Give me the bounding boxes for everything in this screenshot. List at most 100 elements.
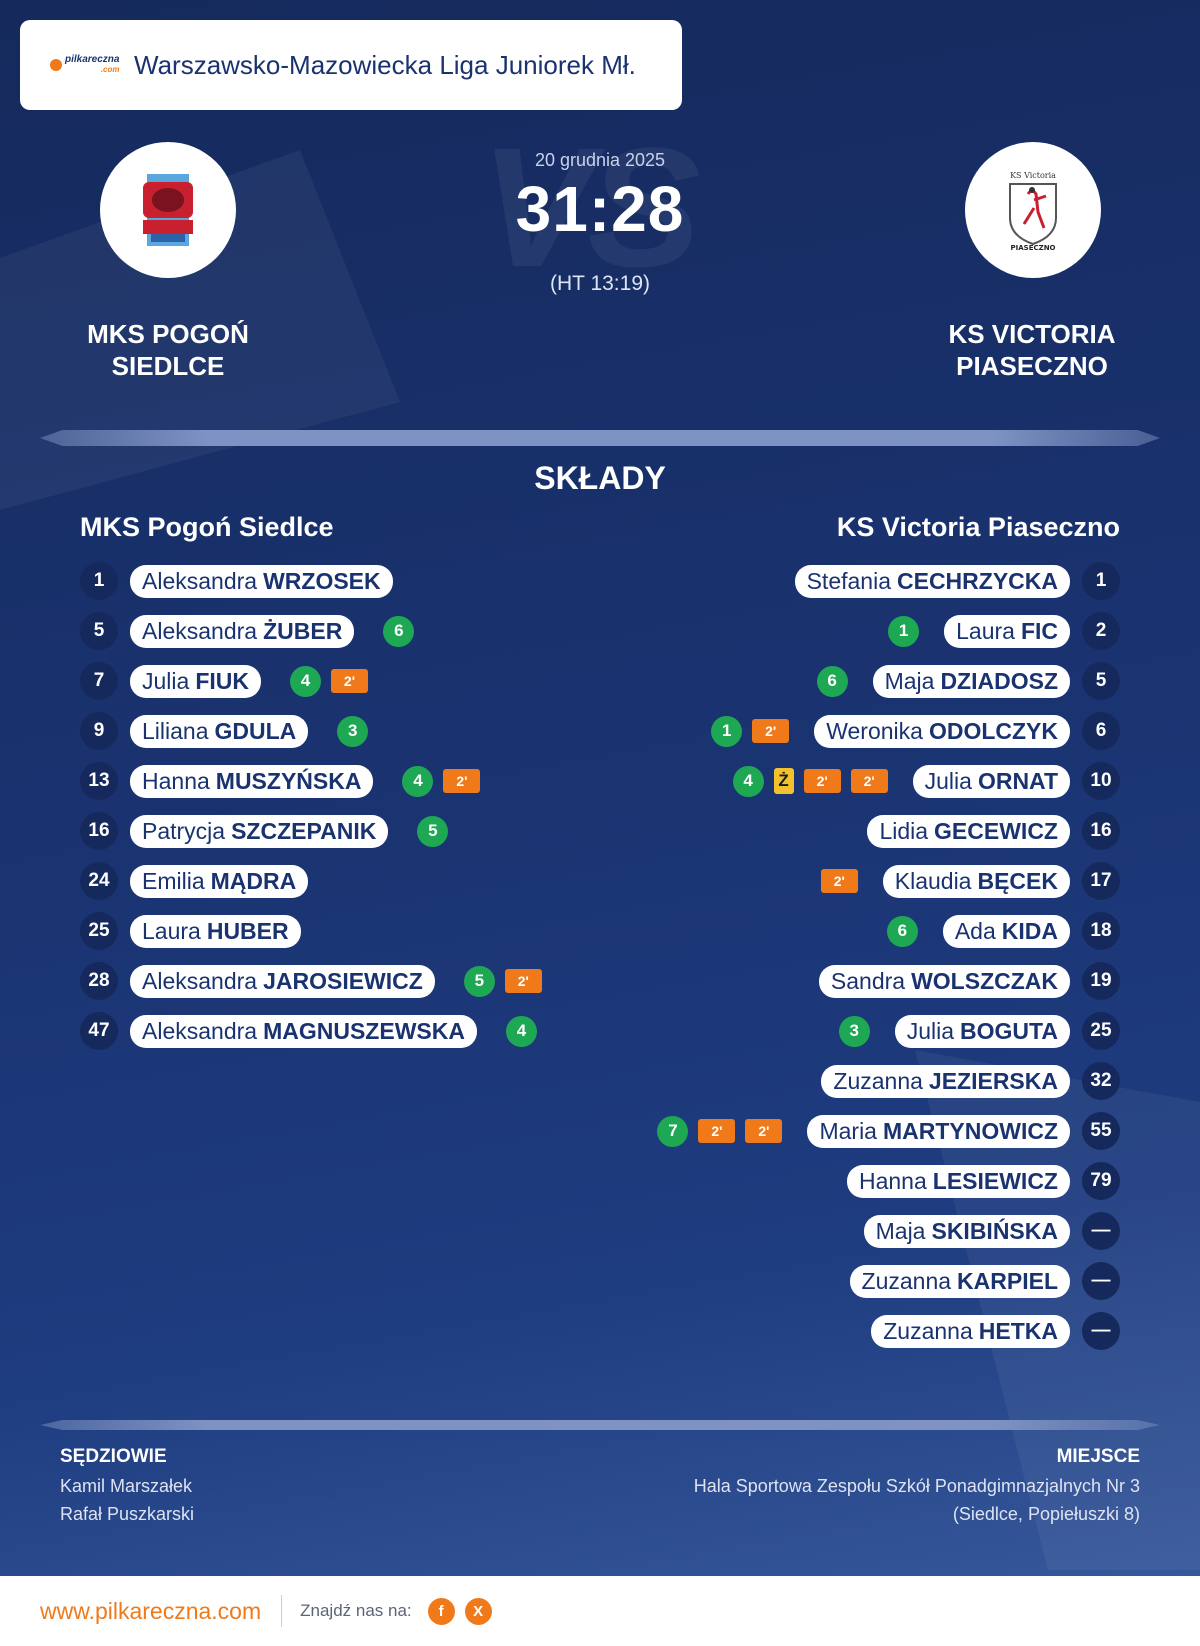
goals-badge: 5 <box>417 815 449 847</box>
player-row: Hanna LESIEWICZ 79 <box>652 1156 1120 1206</box>
player-number: 24 <box>80 862 118 900</box>
player-last-name: FIC <box>1020 617 1058 644</box>
player-name[interactable]: Hanna MUSZYŃSKA <box>130 764 374 798</box>
player-last-name: MĄDRA <box>210 867 297 894</box>
player-first-name: Sandra <box>830 967 906 994</box>
goals-badge: 6 <box>886 915 918 947</box>
player-last-name: KARPIEL <box>957 1267 1058 1294</box>
player-events: 1 2' <box>706 715 794 747</box>
player-row: 4 Ż 2' 2' Julia ORNAT 10 <box>652 756 1120 806</box>
player-name[interactable]: Stefania CECHRZYCKA <box>794 564 1070 598</box>
player-number: — <box>1082 1262 1120 1300</box>
player-last-name: BOGUTA <box>960 1017 1058 1044</box>
goals-badge: 6 <box>383 615 415 647</box>
match-date: 20 grudnia 2025 <box>534 150 666 170</box>
away-lineup: Stefania CECHRZYCKA 1 1 Laura FIC 2 6 Maja DZIADO… <box>652 556 1120 1356</box>
player-name[interactable]: Julia FIUK <box>130 664 261 698</box>
player-name[interactable]: Laura FIC <box>944 614 1070 648</box>
divider <box>40 430 1160 446</box>
player-events: 6 <box>378 615 419 647</box>
x-icon[interactable]: X <box>464 1597 492 1625</box>
player-name[interactable]: Liliana GDULA <box>130 714 309 748</box>
player-name[interactable]: Patrycja SZCZEPANIK <box>130 814 389 848</box>
site-link[interactable]: www.pilkareczna.com <box>40 1597 262 1624</box>
player-last-name: DZIADOSZ <box>940 667 1058 694</box>
player-first-name: Julia <box>906 1017 955 1044</box>
player-events: 4 Ż 2' 2' <box>728 765 893 797</box>
suspension-badge: 2' <box>803 769 841 793</box>
player-name[interactable]: Hanna LESIEWICZ <box>846 1164 1070 1198</box>
player-number: — <box>1082 1312 1120 1350</box>
player-name[interactable]: Laura HUBER <box>130 914 301 948</box>
player-name[interactable]: Ada KIDA <box>942 914 1070 948</box>
find-us-label: Znajdź nas na: <box>300 1601 412 1620</box>
player-name[interactable]: Maja SKIBIŃSKA <box>863 1214 1070 1248</box>
player-name[interactable]: Julia ORNAT <box>912 764 1070 798</box>
player-name[interactable]: Aleksandra WRZOSEK <box>130 564 393 598</box>
player-first-name: Stefania <box>806 567 891 594</box>
player-number: 7 <box>80 662 118 700</box>
player-name[interactable]: Zuzanna HETKA <box>871 1314 1070 1348</box>
player-last-name: SKIBIŃSKA <box>931 1217 1058 1244</box>
player-first-name: Zuzanna <box>861 1267 952 1294</box>
player-events: 6 <box>812 665 853 697</box>
player-number: 10 <box>1082 762 1120 800</box>
player-name[interactable]: Emilia MĄDRA <box>130 864 309 898</box>
player-name[interactable]: Aleksandra ŻUBER <box>130 614 355 648</box>
player-last-name: HUBER <box>206 917 289 944</box>
player-number: 79 <box>1082 1162 1120 1200</box>
player-first-name: Zuzanna <box>883 1317 973 1344</box>
player-number: 16 <box>1082 812 1120 850</box>
player-events: 5 2' <box>459 965 547 997</box>
player-events: 4 <box>501 1015 542 1047</box>
suspension-badge: 2' <box>698 1119 736 1143</box>
suspension-badge: 2' <box>745 1119 783 1143</box>
player-row: 47 Aleksandra MAGNUSZEWSKA 4 <box>80 1006 547 1056</box>
player-last-name: ŻUBER <box>263 617 343 644</box>
referees-title: SĘDZIOWIE <box>60 1446 167 1467</box>
player-first-name: Weronika <box>826 717 923 744</box>
player-first-name: Maja <box>884 667 935 694</box>
player-name[interactable]: Aleksandra JAROSIEWICZ <box>130 964 435 998</box>
player-name[interactable]: Zuzanna KARPIEL <box>849 1264 1070 1298</box>
victoria-crest-icon: KS Victoria PIASECZNO <box>1009 171 1057 252</box>
player-number: 9 <box>80 712 118 750</box>
player-name[interactable]: Julia BOGUTA <box>894 1014 1070 1048</box>
player-events: 7 2' 2' <box>652 1115 787 1147</box>
player-name[interactable]: Sandra WOLSZCZAK <box>818 964 1070 998</box>
player-row: 2' Klaudia BĘCEK 17 <box>652 856 1120 906</box>
goals-badge: 3 <box>337 715 369 747</box>
player-number: 5 <box>80 612 118 650</box>
player-row: Sandra WOLSZCZAK 19 <box>652 956 1120 1006</box>
player-first-name: Julia <box>142 667 190 694</box>
player-number: 1 <box>1082 562 1120 600</box>
pilkareczna-logo[interactable]: pilkareczna .com <box>50 50 122 80</box>
player-last-name: ODOLCZYK <box>928 717 1058 744</box>
player-name[interactable]: Maja DZIADOSZ <box>872 664 1070 698</box>
pogon-crest-icon <box>143 174 193 246</box>
player-first-name: Emilia <box>142 867 205 894</box>
player-last-name: MAGNUSZEWSKA <box>263 1017 465 1044</box>
player-name[interactable]: Maria MARTYNOWICZ <box>807 1114 1070 1148</box>
goals-badge: 4 <box>402 765 434 797</box>
player-name[interactable]: Zuzanna JEZIERSKA <box>821 1064 1070 1098</box>
player-name[interactable]: Klaudia BĘCEK <box>882 864 1070 898</box>
player-last-name: ORNAT <box>977 767 1058 794</box>
league-header: pilkareczna .com Warszawsko-Mazowiecka L… <box>20 20 682 110</box>
player-name[interactable]: Aleksandra MAGNUSZEWSKA <box>130 1014 477 1048</box>
player-name[interactable]: Lidia GECEWICZ <box>867 814 1070 848</box>
player-first-name: Zuzanna <box>833 1067 923 1094</box>
player-last-name: HETKA <box>978 1317 1058 1344</box>
player-last-name: WRZOSEK <box>263 567 381 594</box>
goals-badge: 4 <box>289 665 321 697</box>
divider <box>40 1420 1160 1430</box>
player-number: 2 <box>1082 612 1120 650</box>
league-name: Warszawsko-Mazowiecka Liga Juniorek Mł. <box>134 49 636 80</box>
home-team-crest <box>100 142 236 278</box>
player-row: 16 Patrycja SZCZEPANIK 5 <box>80 806 547 856</box>
goals-badge: 1 <box>888 615 920 647</box>
player-row: Zuzanna HETKA — <box>652 1306 1120 1356</box>
player-name[interactable]: Weronika ODOLCZYK <box>814 714 1070 748</box>
facebook-icon[interactable]: f <box>427 1597 455 1625</box>
venue-name: Hala Sportowa Zespołu Szkół Ponadgimnazj… <box>693 1476 1140 1496</box>
